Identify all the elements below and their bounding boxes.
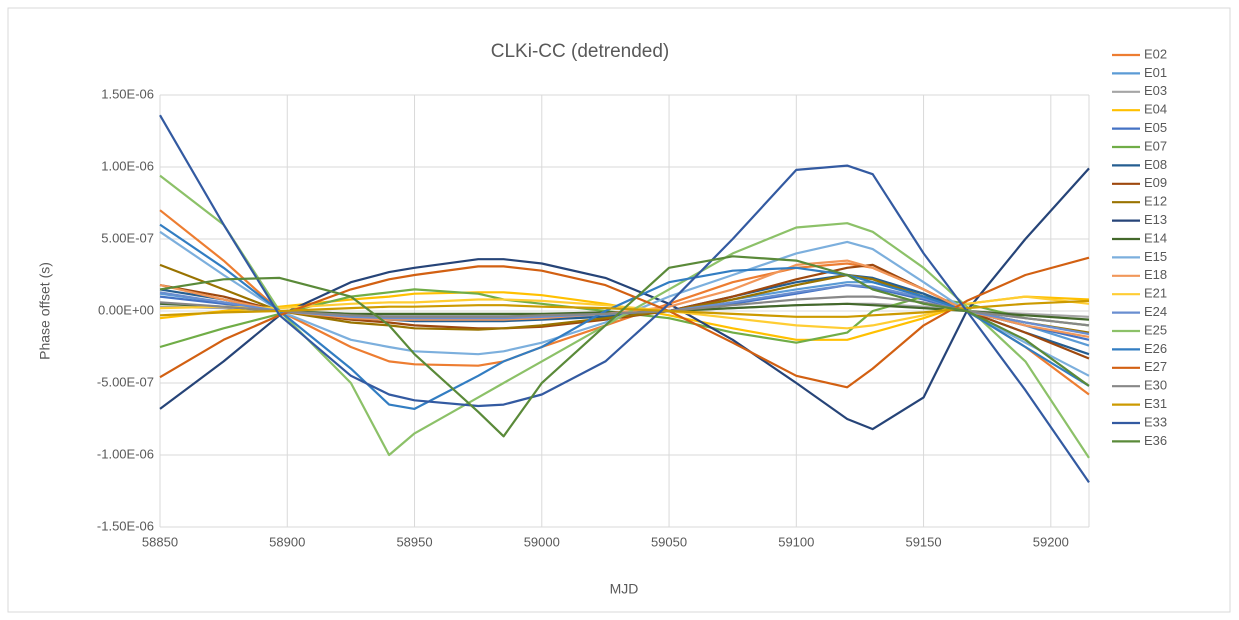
legend-label: E04 — [1144, 102, 1167, 117]
x-tick-label: 59150 — [905, 534, 941, 549]
x-tick-label: 59000 — [524, 534, 560, 549]
legend-label: E12 — [1144, 194, 1167, 209]
series-line — [159, 255, 1090, 438]
chart-frame — [7, 7, 1231, 613]
series-line — [159, 167, 1090, 431]
series-line — [159, 230, 1090, 377]
y-tick-label: 1.00E-06 — [101, 158, 154, 173]
legend-label: E21 — [1144, 286, 1167, 301]
y-tick-label: -5.00E-07 — [97, 374, 154, 389]
y-tick-label: 1.50E-06 — [101, 86, 154, 101]
legend-label: E08 — [1144, 157, 1167, 172]
series-line — [159, 114, 1090, 484]
series-line — [159, 256, 1090, 389]
y-tick-label: -1.50E-06 — [97, 518, 154, 533]
legend-label: E14 — [1144, 230, 1167, 245]
legend-label: E36 — [1144, 433, 1167, 448]
x-tick-label: 58900 — [269, 534, 305, 549]
x-tick-label: 59200 — [1033, 534, 1069, 549]
y-axis-label: Phase offset (s) — [37, 262, 53, 360]
legend-label: E24 — [1144, 304, 1167, 319]
y-tick-label: 0.00E+00 — [98, 302, 154, 317]
series-line — [159, 295, 1090, 327]
legend-label: E18 — [1144, 267, 1167, 282]
legend-label: E30 — [1144, 378, 1167, 393]
y-tick-label: -1.00E-06 — [97, 446, 154, 461]
y-tick-label: 5.00E-07 — [101, 230, 154, 245]
x-axis-label: MJD — [610, 581, 639, 597]
series-line — [159, 299, 1090, 318]
chart-title: CLKi-CC (detrended) — [491, 41, 669, 62]
x-tick-label: 58950 — [396, 534, 432, 549]
legend-label: E26 — [1144, 341, 1167, 356]
legend-label: E02 — [1144, 46, 1167, 61]
legend-label: E15 — [1144, 249, 1167, 264]
x-tick-label: 59100 — [778, 534, 814, 549]
legend-label: E31 — [1144, 396, 1167, 411]
legend-label: E25 — [1144, 322, 1167, 337]
legend-label: E13 — [1144, 212, 1167, 227]
legend-label: E03 — [1144, 83, 1167, 98]
series-line — [159, 291, 1090, 341]
legend-label: E01 — [1144, 65, 1167, 80]
legend-label: E09 — [1144, 175, 1167, 190]
legend-label: E27 — [1144, 359, 1167, 374]
legend-label: E05 — [1144, 120, 1167, 135]
series-line — [159, 295, 1090, 330]
legend-label: E33 — [1144, 414, 1167, 429]
series-line — [159, 302, 1090, 321]
x-tick-label: 59050 — [651, 534, 687, 549]
series-line — [159, 223, 1090, 410]
legend-label: E07 — [1144, 138, 1167, 153]
x-tick-label: 58850 — [142, 534, 178, 549]
